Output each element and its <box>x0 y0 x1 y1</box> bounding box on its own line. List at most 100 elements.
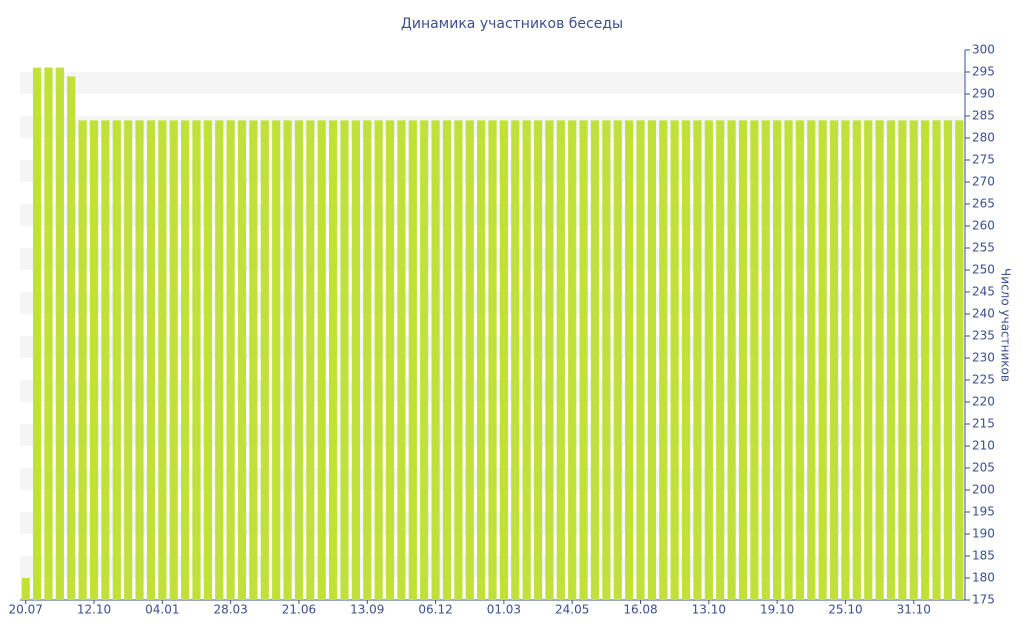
y-tick-label: 200 <box>972 483 995 497</box>
y-tick-label: 190 <box>972 527 995 541</box>
y-tick-label: 275 <box>972 153 995 167</box>
bar <box>44 67 53 601</box>
y-tick-label: 245 <box>972 285 995 299</box>
y-tick-label: 290 <box>972 87 995 101</box>
bar <box>408 120 417 601</box>
bar <box>329 120 338 601</box>
bar <box>681 120 691 601</box>
x-tick-label: 12.10 <box>77 603 111 617</box>
bar <box>659 120 668 601</box>
bar <box>522 120 531 601</box>
bar <box>283 120 292 601</box>
bar <box>306 120 315 601</box>
bar <box>488 120 497 601</box>
bar <box>795 120 805 601</box>
bar <box>955 120 964 601</box>
y-tick-label: 265 <box>972 197 995 211</box>
bar <box>636 120 645 601</box>
bar <box>704 120 713 601</box>
bar <box>841 120 850 601</box>
x-tick-label: 24.05 <box>555 603 589 617</box>
bar <box>21 578 30 600</box>
bar <box>693 120 702 601</box>
y-axis-label: Число участников <box>999 268 1013 382</box>
bar <box>237 120 247 601</box>
y-tick-label: 185 <box>972 549 995 563</box>
bar <box>454 120 463 601</box>
bar <box>511 120 520 601</box>
bar <box>579 120 588 601</box>
x-tick-label: 19.10 <box>760 603 794 617</box>
x-tick-label: 20.07 <box>9 603 43 617</box>
bar <box>169 120 178 601</box>
bar <box>727 120 736 601</box>
y-tick-label: 215 <box>972 417 995 431</box>
bar <box>146 120 156 601</box>
bar <box>477 120 486 601</box>
y-tick-label: 250 <box>972 263 995 277</box>
bar <box>203 120 212 601</box>
bar <box>135 120 144 601</box>
bar <box>533 120 543 601</box>
bar <box>625 120 634 601</box>
x-tick-label: 31.10 <box>897 603 931 617</box>
bar <box>192 120 201 601</box>
bar <box>78 120 87 601</box>
bar <box>932 120 941 601</box>
bar <box>180 120 190 601</box>
bar <box>260 120 269 601</box>
y-tick-label: 205 <box>972 461 995 475</box>
y-tick-label: 260 <box>972 219 995 233</box>
y-tick-label: 230 <box>972 351 995 365</box>
bar <box>556 120 565 601</box>
bar <box>67 76 76 600</box>
bar <box>568 120 577 601</box>
bar <box>773 120 782 601</box>
bar <box>716 120 725 601</box>
bar <box>807 120 816 601</box>
bar <box>226 120 235 601</box>
x-tick-label: 16.08 <box>623 603 657 617</box>
bar <box>829 120 839 601</box>
bar <box>545 120 554 601</box>
y-tick-label: 195 <box>972 505 995 519</box>
bar <box>420 120 429 601</box>
bar <box>89 120 99 601</box>
bar <box>340 120 349 601</box>
bar <box>750 120 759 601</box>
bar <box>761 120 770 601</box>
bar <box>351 120 360 601</box>
bar <box>124 120 133 601</box>
bar <box>875 120 884 601</box>
bar <box>397 120 406 601</box>
y-tick-label: 180 <box>972 571 995 585</box>
x-tick-label: 13.10 <box>692 603 726 617</box>
bar <box>898 120 907 601</box>
y-tick-label: 175 <box>972 593 995 607</box>
x-tick-label: 28.03 <box>213 603 247 617</box>
y-tick-label: 240 <box>972 307 995 321</box>
bar <box>431 120 440 601</box>
grid-band <box>20 72 965 94</box>
bar <box>158 120 167 601</box>
x-tick-label: 21.06 <box>282 603 316 617</box>
x-tick-label: 01.03 <box>487 603 521 617</box>
x-tick-label: 06.12 <box>418 603 452 617</box>
bar <box>112 120 121 601</box>
bar <box>294 120 304 601</box>
bar <box>363 120 372 601</box>
bar <box>215 120 224 601</box>
y-tick-label: 300 <box>972 43 995 57</box>
bar <box>374 120 383 601</box>
bar <box>499 120 508 601</box>
bar <box>385 120 395 601</box>
y-tick-label: 285 <box>972 109 995 123</box>
y-tick-label: 295 <box>972 65 995 79</box>
bar <box>101 120 110 601</box>
bar <box>864 120 873 601</box>
y-tick-label: 280 <box>972 131 995 145</box>
bar <box>886 120 896 601</box>
bar <box>602 120 611 601</box>
bar <box>670 120 679 601</box>
